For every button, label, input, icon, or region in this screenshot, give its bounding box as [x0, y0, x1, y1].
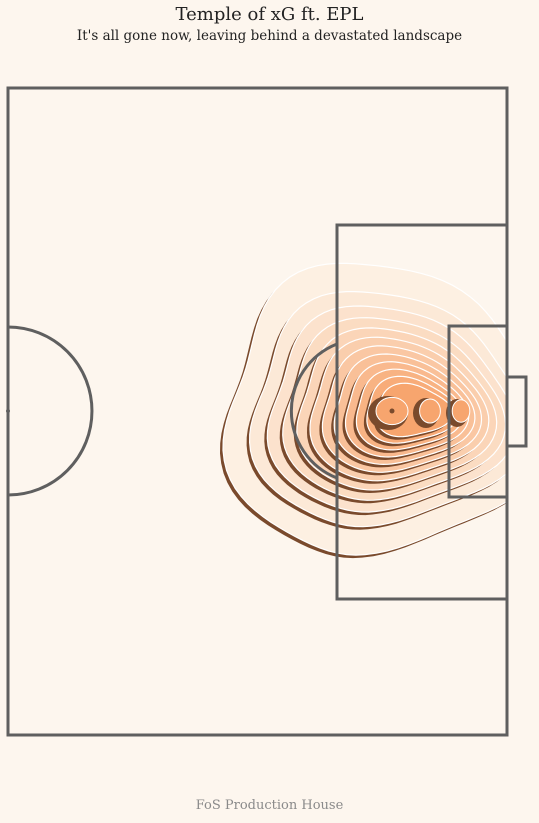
chart-title: Temple of xG ft. EPL: [175, 4, 364, 25]
centre-circle: [7, 325, 94, 497]
density-peak-3: [451, 399, 471, 423]
footer-credit: FoS Production House: [195, 798, 344, 813]
goal: [505, 375, 528, 448]
density-contours: [220, 262, 507, 559]
penalty-spot: [389, 408, 395, 414]
centre-spot: [6, 409, 10, 413]
chart-subtitle: It's all gone now, leaving behind a deva…: [76, 28, 463, 44]
density-peak-2: [419, 398, 441, 424]
penalty-arc: [289, 342, 338, 480]
